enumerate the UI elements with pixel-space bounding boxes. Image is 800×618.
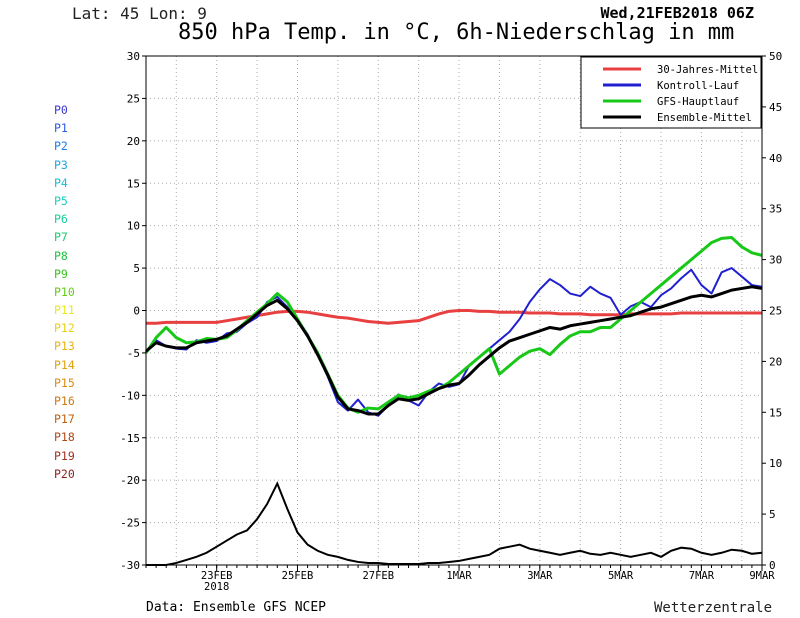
member-label-p0: P0 [54, 103, 68, 117]
x-tick-label: 5MAR [608, 570, 634, 582]
legend-label: GFS-Hauptlauf [657, 96, 739, 108]
y-tick-label-right: 20 [769, 355, 782, 368]
member-label-p8: P8 [54, 248, 68, 263]
y-tick-label-left: 15 [127, 177, 140, 190]
member-label-p3: P3 [54, 157, 68, 172]
member-label-p14: P14 [54, 357, 75, 372]
y-tick-label-left: -10 [120, 389, 140, 402]
member-label-p2: P2 [54, 139, 68, 154]
y-tick-label-right: 15 [769, 406, 782, 419]
member-label-p18: P18 [54, 430, 75, 445]
y-tick-label-left: 5 [133, 262, 140, 275]
legend: 30-Jahres-Mittel Kontroll-Lauf GFS-Hauptla… [580, 56, 762, 129]
y-tick-label-right: 35 [769, 203, 782, 216]
member-label-p19: P19 [54, 448, 75, 463]
axes: 302520151050-5-10-15-20-25-3050454035302… [120, 50, 782, 593]
lat-lon-label: Lat: 45 Lon: 9 [72, 4, 207, 23]
x-tick-sublabel: 2018 [204, 581, 229, 593]
precip-ensemble-mean-line [146, 481, 763, 566]
member-label-p9: P9 [54, 266, 68, 281]
member-label-p20: P20 [54, 466, 75, 481]
y-tick-label-right: 0 [769, 559, 776, 572]
member-label-p13: P13 [54, 339, 75, 354]
x-tick-label: 3MAR [527, 570, 553, 582]
legend-label: 30-Jahres-Mittel [657, 64, 758, 76]
member-label-p7: P7 [54, 230, 68, 245]
member-label-p6: P6 [54, 212, 68, 227]
y-tick-label-left: 20 [127, 135, 140, 148]
series-line-kontroll-lauf [145, 267, 763, 417]
member-label-p12: P12 [54, 321, 75, 336]
x-tick-label: 9MAR [749, 570, 775, 582]
y-tick-label-left: 0 [133, 305, 140, 318]
member-label-p1: P1 [54, 121, 68, 136]
y-tick-label-left: 10 [127, 220, 140, 233]
y-tick-label-right: 50 [769, 50, 782, 63]
y-tick-label-left: -25 [120, 517, 140, 530]
member-label-p5: P5 [54, 193, 68, 208]
temperature-layer [144, 236, 763, 417]
y-tick-label-right: 25 [769, 305, 782, 318]
member-label-p4: P4 [54, 175, 68, 190]
legend-label: Kontroll-Lauf [657, 80, 739, 92]
x-tick-label: 23FEB [201, 570, 233, 582]
series-line-30-jahres-mittel [146, 309, 762, 325]
y-tick-label-right: 30 [769, 254, 782, 267]
legend-label: Ensemble-Mittel [657, 112, 752, 124]
member-label-p17: P17 [54, 412, 75, 427]
x-tick-label: 25FEB [282, 570, 314, 582]
data-source-label: Data: Ensemble GFS NCEP [146, 600, 327, 615]
series-line-ensemble-mittel [145, 285, 763, 416]
member-label-p11: P11 [54, 303, 75, 318]
y-tick-label-left: 25 [127, 92, 140, 105]
y-tick-label-left: -5 [127, 347, 140, 360]
member-label-p10: P10 [54, 284, 75, 299]
x-tick-label: 27FEB [362, 570, 394, 582]
y-tick-label-right: 40 [769, 152, 782, 165]
y-tick-label-left: -30 [120, 559, 140, 572]
member-label-p16: P16 [54, 394, 75, 408]
run-date-label: Wed,21FEB2018 06Z [600, 4, 754, 22]
precipitation-layer [146, 481, 763, 566]
y-tick-label-right: 10 [769, 457, 782, 470]
x-tick-label: 1MAR [446, 570, 472, 582]
ensemble-member-list: P0 P1 P2 P3 P4 P5 P6 P7 P8 P9 P10 P11 P12 P13 P14 P15 P1… [54, 101, 114, 483]
x-tick-label: 7MAR [689, 570, 715, 582]
chart-title: 850 hPa Temp. in °C, 6h-Niederschlag in … [178, 20, 735, 45]
y-tick-label-left: -20 [120, 474, 140, 487]
y-tick-label-right: 5 [769, 508, 776, 521]
member-label-p15: P15 [54, 375, 75, 390]
y-tick-label-left: -15 [120, 432, 140, 445]
brand-label: Wetterzentrale [654, 600, 773, 616]
y-tick-label-right: 45 [769, 101, 782, 114]
y-tick-label-left: 30 [127, 50, 140, 63]
